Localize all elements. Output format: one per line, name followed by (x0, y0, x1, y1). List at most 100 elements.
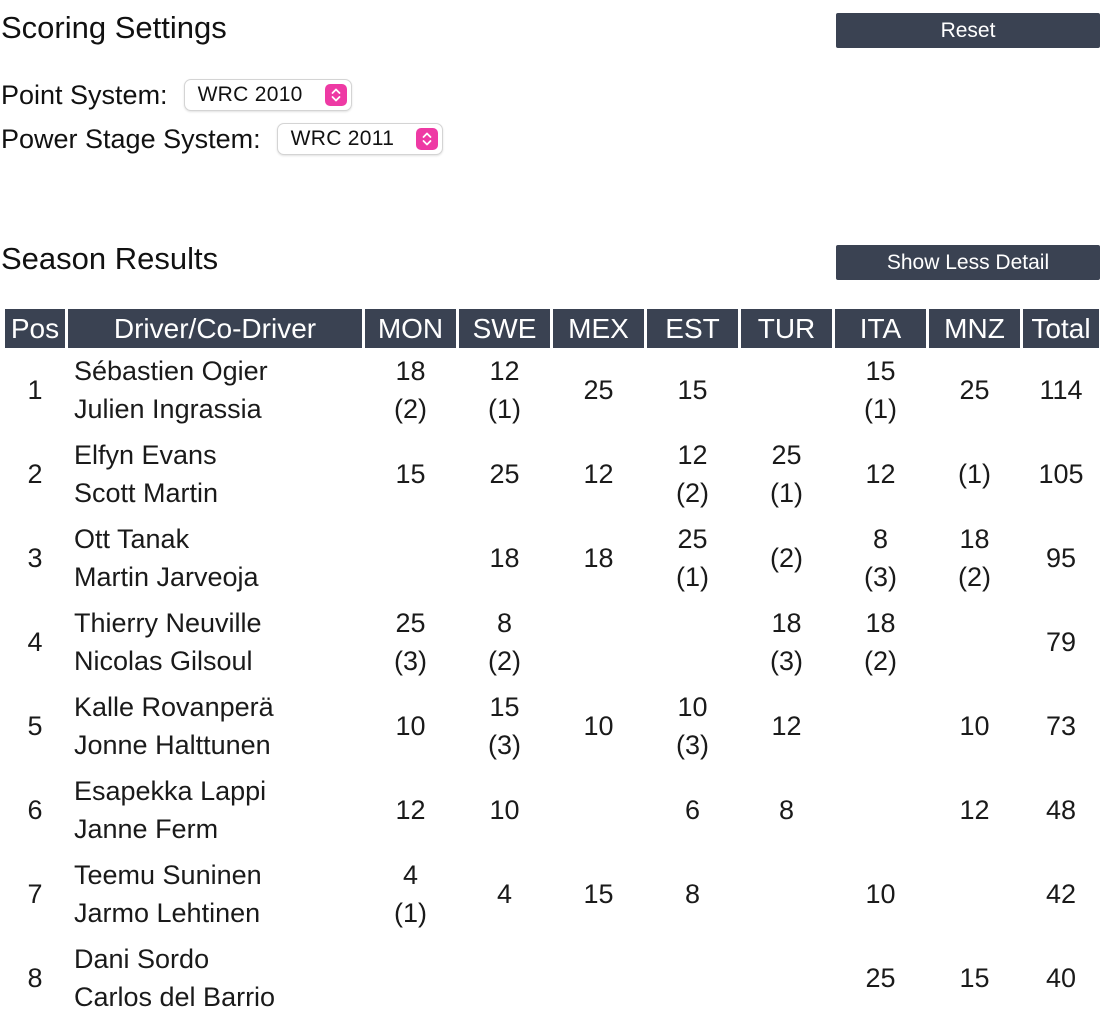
column-header: MON (365, 309, 456, 348)
event-points: 15 (677, 375, 708, 405)
event-points: 10 (959, 711, 990, 741)
codriver-name: Janne Ferm (74, 814, 219, 844)
power-stage-value: WRC 2011 (290, 127, 395, 150)
power-stage-select[interactable]: WRC 2011 (276, 123, 444, 155)
event-points-cell: 12 (1) (459, 348, 550, 432)
event-points: 25 (583, 375, 614, 405)
show-less-detail-button[interactable]: Show Less Detail (836, 245, 1100, 280)
event-points-cell: 4 (1) (365, 852, 456, 936)
event-points-cell (741, 936, 832, 1016)
event-points-cell: 4 (459, 852, 550, 936)
event-points-cell: 8 (3) (835, 516, 926, 600)
results-table: Pos Driver/Co-Driver MON SWE MEX EST TUR… (2, 309, 1102, 1016)
column-header: SWE (459, 309, 550, 348)
table-row: 4 Thierry Neuville Nicolas Gilsoul 25 (3) 8 (2… (5, 600, 1099, 684)
driver-cell: Elfyn Evans Scott Martin (68, 432, 362, 516)
driver-cell: Teemu Suninen Jarmo Lehtinen (68, 852, 362, 936)
event-points: 12 (395, 795, 426, 825)
point-system-row: Point System: WRC 2010 (1, 79, 352, 111)
event-points-cell: 10 (929, 684, 1020, 768)
event-points-cell: 18 (2) (929, 516, 1020, 600)
codriver-name: Jonne Halttunen (74, 730, 271, 760)
event-points-cell: 15 (3) (459, 684, 550, 768)
total-cell: 42 (1045, 879, 1077, 909)
event-points: 18 (771, 608, 802, 638)
event-points-cell (365, 936, 456, 1016)
event-points: 18 (959, 524, 990, 554)
power-stage-points: (2) (864, 646, 897, 676)
event-points: 25 (677, 524, 708, 554)
event-points: 10 (865, 879, 896, 909)
position-cell: 4 (27, 627, 43, 657)
event-points: 10 (677, 692, 708, 722)
event-points-cell: 18 (3) (741, 600, 832, 684)
chevron-up-down-icon (416, 128, 439, 150)
event-points-cell: 15 (647, 348, 738, 432)
event-points: 6 (684, 795, 701, 825)
point-system-label: Point System: (1, 79, 168, 110)
power-stage-points: (3) (394, 646, 427, 676)
event-points: 8 (778, 795, 795, 825)
total-cell: 79 (1045, 627, 1077, 657)
position-cell: 5 (27, 711, 43, 741)
event-points-cell (647, 936, 738, 1016)
codriver-name: Carlos del Barrio (74, 982, 276, 1012)
event-points: 15 (489, 692, 520, 722)
event-points-cell: 15 (929, 936, 1020, 1016)
event-points-cell (553, 768, 644, 852)
power-stage-points: (3) (864, 562, 897, 592)
position-cell: 6 (27, 795, 43, 825)
driver-cell: Thierry Neuville Nicolas Gilsoul (68, 600, 362, 684)
event-points: 15 (959, 963, 990, 993)
codriver-name: Martin Jarveoja (74, 562, 259, 592)
table-row: 3 Ott Tanak Martin Jarveoja 18 18 25 (1) (2) 8 (3… (5, 516, 1099, 600)
driver-cell: Sébastien Ogier Julien Ingrassia (68, 348, 362, 432)
event-points-cell: 8 (647, 852, 738, 936)
event-points-cell (741, 852, 832, 936)
event-points: 15 (865, 356, 896, 386)
event-points: 12 (489, 356, 520, 386)
total-cell: 95 (1045, 543, 1077, 573)
driver-name: Elfyn Evans (74, 440, 217, 470)
driver-name: Esapekka Lappi (74, 776, 267, 806)
table-header-row: Pos Driver/Co-Driver MON SWE MEX EST TUR… (5, 309, 1099, 348)
event-points: 12 (865, 459, 896, 489)
event-points: 12 (771, 711, 802, 741)
position-cell: 7 (27, 879, 43, 909)
reset-button[interactable]: Reset (836, 13, 1100, 48)
total-cell: 105 (1038, 459, 1084, 489)
event-points-cell: 10 (3) (647, 684, 738, 768)
event-points-cell (647, 600, 738, 684)
event-points-cell: 25 (929, 348, 1020, 432)
column-header: TUR (741, 309, 832, 348)
event-points-cell (929, 600, 1020, 684)
power-stage-label: Power Stage System: (1, 123, 261, 154)
event-points-cell (741, 348, 832, 432)
event-points-cell: 25 (1) (741, 432, 832, 516)
column-header: MEX (553, 309, 644, 348)
event-points: 25 (489, 459, 520, 489)
power-stage-points: (1) (770, 478, 803, 508)
event-points-cell: 18 (553, 516, 644, 600)
power-stage-points: (3) (770, 646, 803, 676)
position-cell: 8 (27, 963, 43, 993)
point-system-select[interactable]: WRC 2010 (183, 79, 352, 111)
power-stage-points: (1) (488, 394, 521, 424)
event-points: 12 (583, 459, 614, 489)
position-cell: 3 (27, 543, 43, 573)
event-points: 25 (395, 608, 426, 638)
event-points-cell: 10 (835, 852, 926, 936)
driver-cell: Ott Tanak Martin Jarveoja (68, 516, 362, 600)
event-points: 8 (684, 879, 701, 909)
event-points-cell: 18 (2) (835, 600, 926, 684)
driver-name: Dani Sordo (74, 944, 210, 974)
power-stage-points: (2) (958, 562, 991, 592)
event-points-cell: 12 (835, 432, 926, 516)
event-points: 25 (959, 375, 990, 405)
event-points-cell (365, 516, 456, 600)
power-stage-points: (1) (864, 394, 897, 424)
driver-cell: Dani Sordo Carlos del Barrio (68, 936, 362, 1016)
event-points: 10 (583, 711, 614, 741)
event-points-cell (835, 684, 926, 768)
driver-cell: Esapekka Lappi Janne Ferm (68, 768, 362, 852)
